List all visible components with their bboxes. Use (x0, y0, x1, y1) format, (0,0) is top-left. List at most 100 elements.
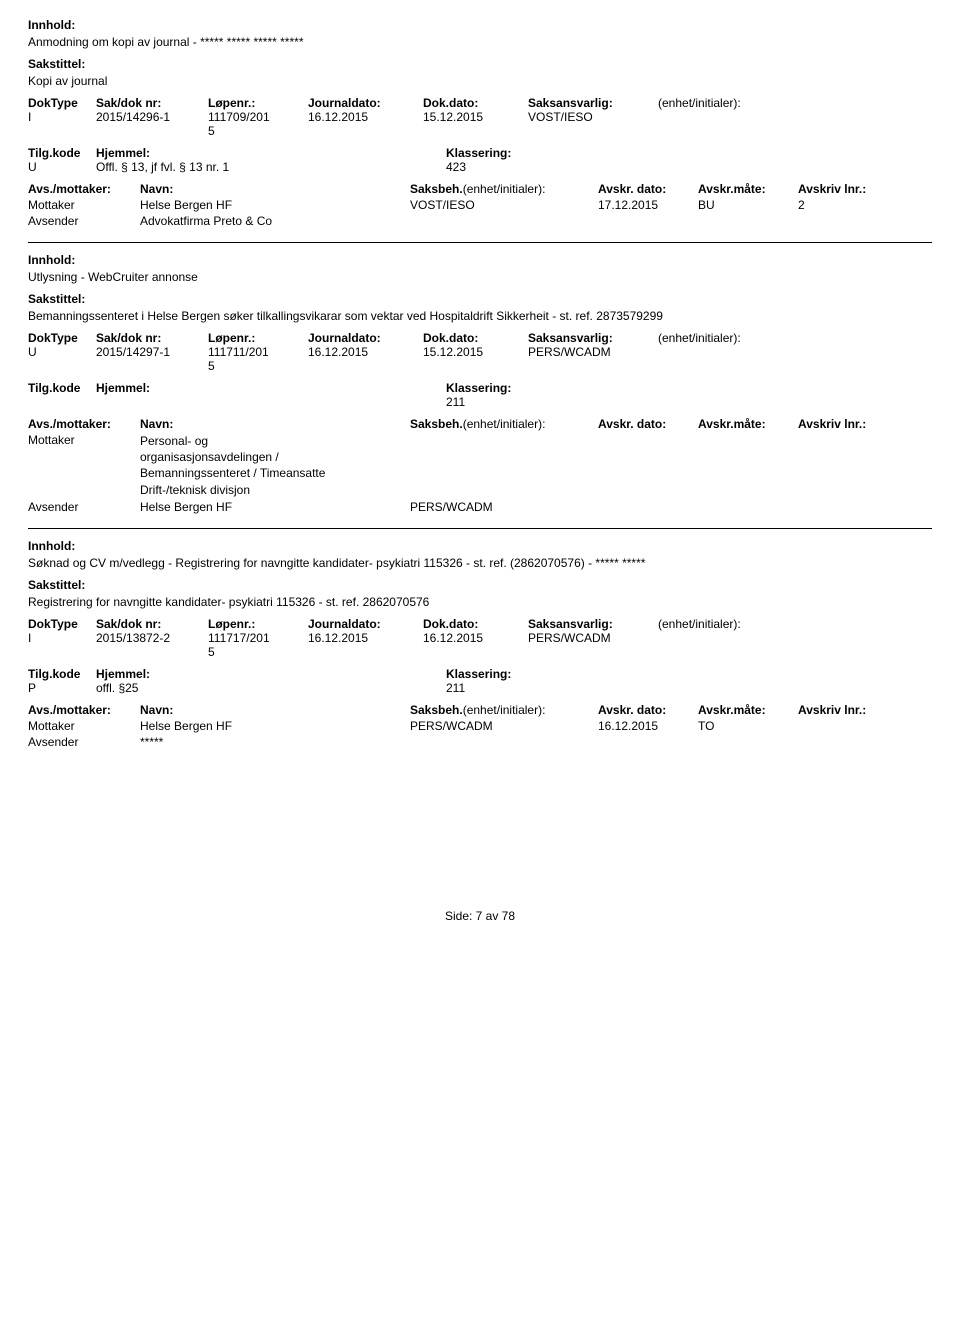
party-name: Personal- og organisasjonsavdelingen / B… (140, 433, 410, 498)
saksansvarlig-value: PERS/WCADM (528, 631, 658, 645)
lopenr-value: 111717/2015 (208, 631, 308, 659)
tilg-header-row: Tilg.kodeHjemmel:Klassering: (28, 667, 932, 681)
party-row: MottakerHelse Bergen HFVOST/IESO17.12.20… (28, 198, 932, 212)
saksansvarlig-hdr: Saksansvarlig: (528, 617, 658, 631)
journal-record: Innhold: Søknad og CV m/vedlegg - Registr… (28, 539, 932, 749)
dokdato-hdr: Dok.dato: (423, 331, 528, 345)
klassering-hdr: Klassering: (446, 146, 746, 160)
party-avskrmate: BU (698, 198, 798, 212)
doktype-value-row: I2015/13872-2111717/201516.12.201516.12.… (28, 631, 932, 659)
avskrdato-hdr: Avskr. dato: (598, 182, 698, 196)
sakdok-value: 2015/13872-2 (96, 631, 208, 645)
party-header-row: Avs./mottaker:Navn:Saksbeh.(enhet/initia… (28, 417, 932, 431)
journaldato-hdr: Journaldato: (308, 331, 423, 345)
innhold-label: Innhold: (28, 18, 932, 32)
sakstittel-label: Sakstittel: (28, 578, 932, 592)
doktype-value: I (28, 631, 96, 645)
lopenr-hdr: Løpenr.: (208, 331, 308, 345)
avskrlnr-hdr: Avskriv lnr.: (798, 417, 932, 431)
avskrlnr-hdr: Avskriv lnr.: (798, 182, 932, 196)
journaldato-value: 16.12.2015 (308, 110, 423, 124)
avskrdato-hdr: Avskr. dato: (598, 417, 698, 431)
doktype-header-row: DokTypeSak/dok nr:Løpenr.:Journaldato:Do… (28, 96, 932, 110)
tilg-value-row: UOffl. § 13, jf fvl. § 13 nr. 1423 (28, 160, 932, 174)
party-row: AvsenderHelse Bergen HFPERS/WCADM (28, 500, 932, 514)
party-name: Helse Bergen HF (140, 500, 410, 514)
party-role: Mottaker (28, 198, 140, 212)
party-avskrdato: 16.12.2015 (598, 719, 698, 733)
page-footer: Side: 7 av 78 (28, 909, 932, 943)
saksansvarlig-hdr: Saksansvarlig: (528, 96, 658, 110)
enhet-hdr: (enhet/initialer): (658, 331, 808, 345)
saksansvarlig-value: VOST/IESO (528, 110, 658, 124)
hjemmel-hdr: Hjemmel: (96, 667, 446, 681)
enhet-hdr: (enhet/initialer): (658, 617, 808, 631)
tilg-value-row: Poffl. §25211 (28, 681, 932, 695)
party-name: Helse Bergen HF (140, 198, 410, 212)
klassering-hdr: Klassering: (446, 381, 746, 395)
dokdato-value: 16.12.2015 (423, 631, 528, 645)
lopenr-value: 111711/2015 (208, 345, 308, 373)
party-role: Mottaker (28, 433, 140, 447)
record-divider (28, 242, 932, 243)
saksbeh-hdr: Saksbeh.(enhet/initialer): (410, 182, 598, 196)
hjemmel-value: Offl. § 13, jf fvl. § 13 nr. 1 (96, 160, 446, 174)
journaldato-hdr: Journaldato: (308, 96, 423, 110)
tilgkode-hdr: Tilg.kode (28, 667, 96, 681)
sakstittel-text: Registrering for navngitte kandidater- p… (28, 595, 932, 609)
party-avskrmate: TO (698, 719, 798, 733)
tilgkode-hdr: Tilg.kode (28, 146, 96, 160)
innhold-label: Innhold: (28, 539, 932, 553)
doktype-hdr: DokType (28, 617, 96, 631)
dokdato-hdr: Dok.dato: (423, 96, 528, 110)
doktype-value: U (28, 345, 96, 359)
avskrmate-hdr: Avskr.måte: (698, 417, 798, 431)
hjemmel-hdr: Hjemmel: (96, 381, 446, 395)
doktype-value: I (28, 110, 96, 124)
doktype-hdr: DokType (28, 96, 96, 110)
journal-record: Innhold: Utlysning - WebCruiter annonse Sa… (28, 253, 932, 514)
avskrlnr-hdr: Avskriv lnr.: (798, 703, 932, 717)
hjemmel-hdr: Hjemmel: (96, 146, 446, 160)
klassering-hdr: Klassering: (446, 667, 746, 681)
party-header-row: Avs./mottaker:Navn:Saksbeh.(enhet/initia… (28, 182, 932, 196)
doktype-header-row: DokTypeSak/dok nr:Løpenr.:Journaldato:Do… (28, 331, 932, 345)
journaldato-hdr: Journaldato: (308, 617, 423, 631)
party-saksbeh: PERS/WCADM (410, 500, 598, 514)
record-divider (28, 528, 932, 529)
tilgkode-value: P (28, 681, 96, 695)
party-row: MottakerHelse Bergen HFPERS/WCADM16.12.2… (28, 719, 932, 733)
tilg-header-row: Tilg.kodeHjemmel:Klassering: (28, 381, 932, 395)
sakdok-hdr: Sak/dok nr: (96, 331, 208, 345)
navn-hdr: Navn: (140, 703, 410, 717)
party-saksbeh: VOST/IESO (410, 198, 598, 212)
innhold-label: Innhold: (28, 253, 932, 267)
innhold-text: Søknad og CV m/vedlegg - Registrering fo… (28, 556, 932, 570)
party-name: ***** (140, 735, 410, 749)
party-role: Avsender (28, 735, 140, 749)
sakstittel-text: Kopi av journal (28, 74, 932, 88)
tilg-header-row: Tilg.kodeHjemmel:Klassering: (28, 146, 932, 160)
saksansvarlig-hdr: Saksansvarlig: (528, 331, 658, 345)
party-saksbeh: PERS/WCADM (410, 719, 598, 733)
party-role: Avsender (28, 500, 140, 514)
journal-record: Innhold:Anmodning om kopi av journal - *… (28, 18, 932, 228)
avsmottaker-hdr: Avs./mottaker: (28, 703, 140, 717)
klassering-value: 211 (446, 395, 746, 409)
doktype-hdr: DokType (28, 331, 96, 345)
saksbeh-hdr: Saksbeh.(enhet/initialer): (410, 703, 598, 717)
party-role: Avsender (28, 214, 140, 228)
innhold-text: Utlysning - WebCruiter annonse (28, 270, 932, 284)
tilg-value-row: 211 (28, 395, 932, 409)
sakdok-value: 2015/14296-1 (96, 110, 208, 124)
lopenr-hdr: Løpenr.: (208, 96, 308, 110)
journaldato-value: 16.12.2015 (308, 345, 423, 359)
sakstittel-text: Bemanningssenteret i Helse Bergen søker … (28, 309, 932, 323)
avsmottaker-hdr: Avs./mottaker: (28, 417, 140, 431)
party-row: MottakerPersonal- og organisasjonsavdeli… (28, 433, 932, 498)
lopenr-hdr: Løpenr.: (208, 617, 308, 631)
saksansvarlig-value: PERS/WCADM (528, 345, 658, 359)
avsmottaker-hdr: Avs./mottaker: (28, 182, 140, 196)
klassering-value: 423 (446, 160, 746, 174)
avskrmate-hdr: Avskr.måte: (698, 182, 798, 196)
